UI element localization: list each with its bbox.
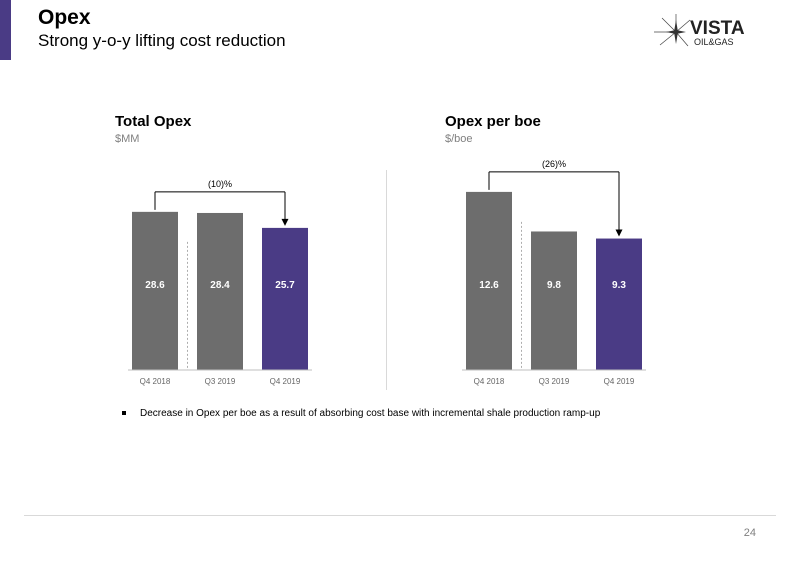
footer-divider	[24, 515, 776, 516]
bar-q4-2018	[466, 191, 512, 370]
bar-q4-2019	[262, 227, 308, 370]
bar-q4-2019	[596, 238, 642, 370]
chart1-unit: $MM	[115, 133, 140, 145]
bar-value-label: 12.6	[479, 280, 499, 291]
vista-logo: VISTA OIL&GAS	[654, 14, 745, 47]
page-number: 24	[743, 527, 756, 539]
bar-value-label: 25.7	[275, 280, 295, 291]
bar-value-label: 28.4	[210, 280, 230, 291]
chart1-title: Total Opex	[115, 113, 192, 130]
tick-label: Q4 2019	[270, 377, 301, 386]
opex-per-boe-chart: 12.6 Q4 2018 9.8 Q3 2019 9.3 Q4 2019 (26)%	[462, 159, 646, 386]
bar-value-label: 9.8	[547, 280, 561, 291]
bar-q4-2018	[132, 211, 178, 370]
chart-divider	[386, 170, 387, 390]
logo-tagline: OIL&GAS	[694, 37, 734, 47]
bullet-text: Decrease in Opex per boe as a result of …	[140, 408, 601, 419]
bar-q3-2019	[197, 212, 243, 370]
annotation-label: (10)%	[208, 179, 232, 189]
tick-label: Q4 2018	[140, 377, 171, 386]
bar-value-label: 28.6	[145, 280, 165, 291]
bar-q3-2019	[531, 231, 577, 370]
bar-value-label: 9.3	[612, 280, 626, 291]
annotation-arrowhead	[615, 229, 623, 237]
annotation-label: (26)%	[542, 159, 566, 169]
logo-name: VISTA	[690, 18, 745, 39]
tick-label: Q4 2018	[474, 377, 505, 386]
tick-label: Q3 2019	[539, 377, 570, 386]
accent-strip	[0, 0, 11, 60]
chart2-title: Opex per boe	[445, 113, 541, 130]
total-opex-chart: 28.6 Q4 2018 28.4 Q3 2019 25.7 Q4 2019 (10)%	[128, 179, 312, 386]
tick-label: Q3 2019	[205, 377, 236, 386]
chart2-unit: $/boe	[445, 133, 473, 145]
annotation-arrowhead	[281, 218, 289, 226]
tick-label: Q4 2019	[604, 377, 635, 386]
page-title: Opex	[38, 6, 91, 29]
bullet-item: Decrease in Opex per boe as a result of …	[122, 408, 600, 419]
page-subtitle: Strong y-o-y lifting cost reduction	[38, 31, 286, 50]
bullet-marker	[122, 411, 126, 415]
